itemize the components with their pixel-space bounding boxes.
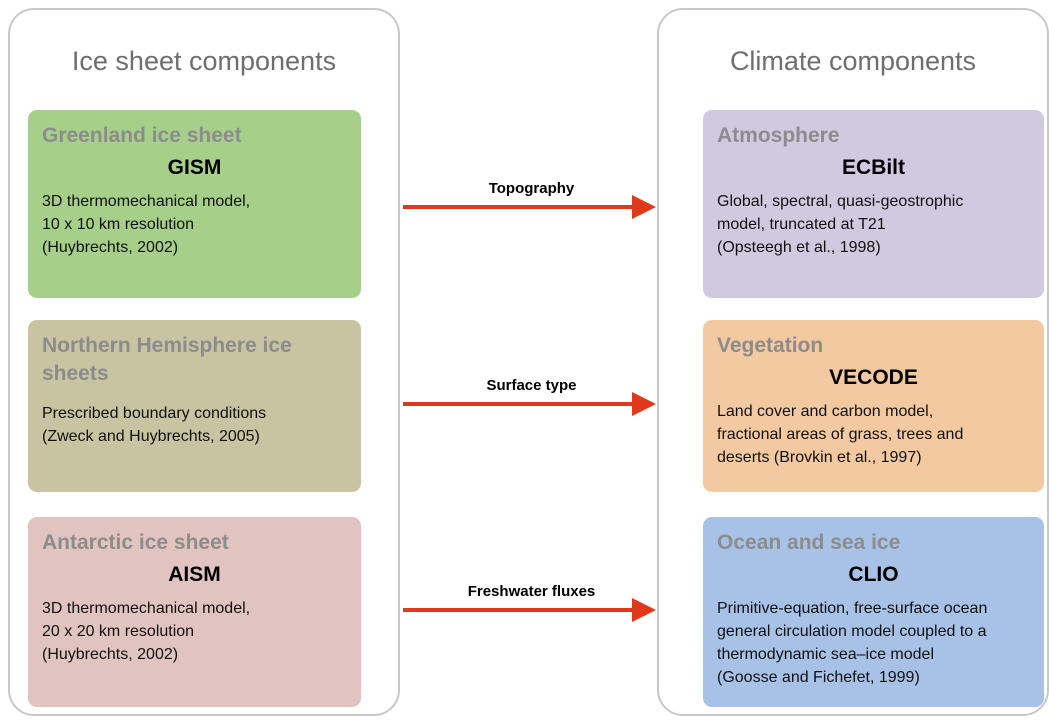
component-box: Antarctic ice sheet AISM 3D thermomechanic… [28, 517, 361, 707]
arrow-label: Topography [488, 180, 575, 197]
box-heading: Ocean and sea ice [717, 531, 901, 554]
spacer [42, 388, 347, 402]
box-text: (Goosse and Fichefet, 1999) [717, 669, 920, 686]
box-text: fractional areas of grass, trees and [717, 426, 964, 443]
box-heading: Vegetation [717, 334, 824, 357]
box-text: Primitive-equation, free-surface ocean [717, 600, 988, 617]
box-text: (Opsteegh et al., 1998) [717, 239, 881, 256]
component-box: Vegetation VECODE Land cover and carbon mo… [703, 320, 1044, 492]
box-heading: Northern Hemisphere ice sheets [42, 334, 292, 385]
panel-title: Ice sheet components [71, 46, 337, 76]
model-name: ECBilt [842, 156, 905, 179]
box-text: 3D thermomechanical model, [42, 600, 251, 617]
component-box: Ocean and sea ice CLIO Primitive-equation,… [703, 517, 1044, 707]
model-name: VECODE [829, 366, 918, 389]
box-text: 10 x 10 km resolution [42, 216, 195, 233]
box-text: (Huybrechts, 2002) [42, 239, 179, 256]
box-text: Prescribed boundary conditions [42, 405, 267, 422]
box-text: 20 x 20 km resolution [42, 623, 195, 640]
model-name: CLIO [848, 563, 899, 586]
arrow-label: Freshwater fluxes [467, 583, 596, 600]
box-text: thermodynamic sea–ice model [717, 646, 934, 663]
box-text: deserts (Brovkin et al., 1997) [717, 449, 922, 466]
arrow-label: Surface type [486, 377, 577, 394]
component-box: Atmosphere ECBilt Global, spectral, quasi-… [703, 110, 1044, 298]
box-heading: Antarctic ice sheet [42, 531, 229, 554]
box-text: Land cover and carbon model, [717, 403, 934, 420]
box-text: general circulation model coupled to a [717, 623, 987, 640]
box-text: Global, spectral, quasi-geostrophic [717, 193, 964, 210]
box-heading: Atmosphere [717, 124, 840, 147]
panel: Climate components [657, 8, 1049, 716]
component-box: Northern Hemisphere ice sheets Prescribed… [28, 320, 361, 492]
box-text: model, truncated at T21 [717, 216, 886, 233]
box-text: 3D thermomechanical model, [42, 193, 251, 210]
box-heading: Greenland ice sheet [42, 124, 242, 147]
box-text: (Zweck and Huybrechts, 2005) [42, 428, 260, 445]
box-text: (Huybrechts, 2002) [42, 646, 179, 663]
component-box: Greenland ice sheet GISM 3D thermomechanic… [28, 110, 361, 298]
panel: Ice sheet components [8, 8, 400, 716]
panel-title: Climate components [729, 46, 977, 76]
model-name: AISM [168, 563, 221, 586]
model-name: GISM [167, 156, 222, 179]
